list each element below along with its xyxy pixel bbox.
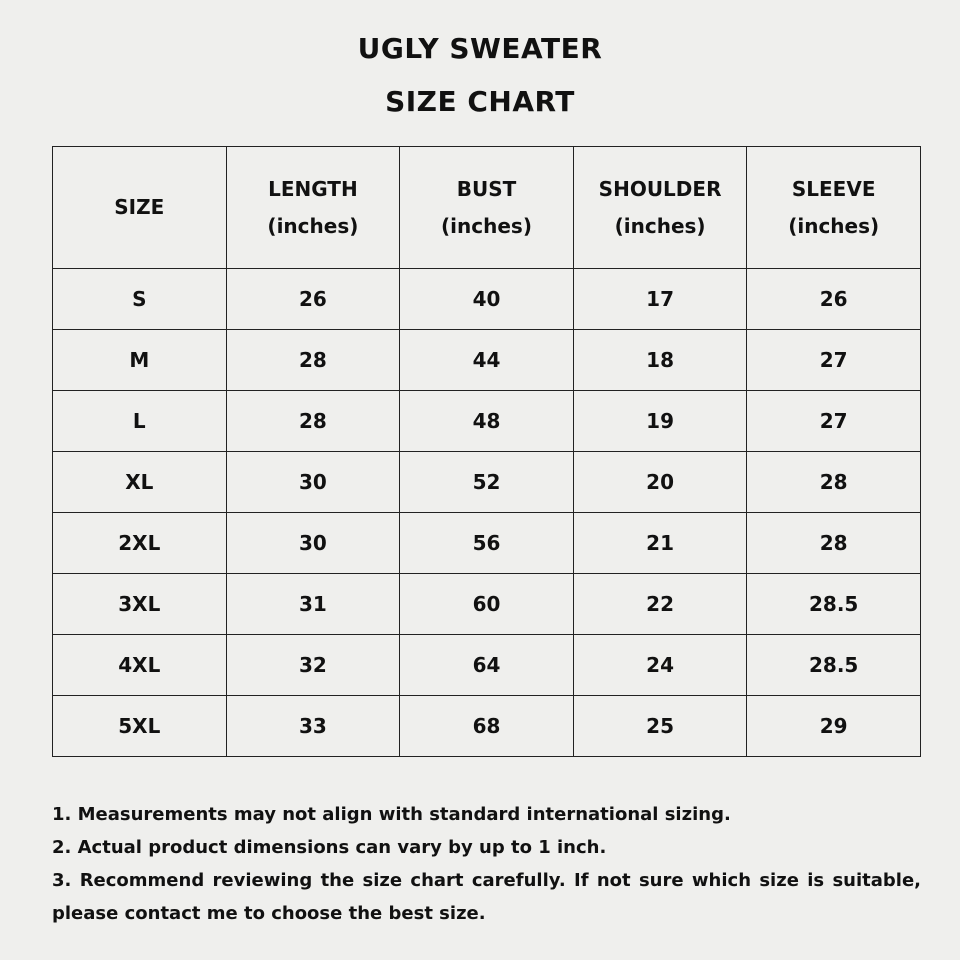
measurement-cell: 27 [746, 390, 921, 452]
measurement-cell: 28 [225, 329, 401, 391]
size-cell: XL [52, 451, 227, 513]
measurement-cell: 22 [572, 573, 748, 635]
notes: 1. Measurements may not align with stand… [52, 798, 921, 930]
column-header: SHOULDER (inches) [572, 146, 748, 269]
measurement-cell: 32 [225, 634, 401, 696]
column-header: LENGTH (inches) [225, 146, 401, 269]
size-cell: 5XL [52, 695, 227, 757]
measurement-cell: 28 [746, 512, 921, 574]
table-row: 4XL 32 64 24 28.5 [52, 634, 921, 696]
size-cell: S [52, 268, 227, 330]
size-cell: 3XL [52, 573, 227, 635]
measurement-cell: 40 [399, 268, 574, 330]
column-header: SIZE [52, 146, 227, 269]
header-unit: (inches) [267, 213, 359, 238]
measurement-cell: 20 [572, 451, 748, 513]
measurement-cell: 68 [399, 695, 574, 757]
measurement-cell: 64 [399, 634, 574, 696]
measurement-cell: 25 [572, 695, 748, 757]
note-1: 1. Measurements may not align with stand… [52, 804, 731, 825]
measurement-cell: 60 [399, 573, 574, 635]
measurement-cell: 28 [746, 451, 921, 513]
measurement-cell: 26 [746, 268, 921, 330]
table-row: 3XL 31 60 22 28.5 [52, 573, 921, 635]
measurement-cell: 17 [572, 268, 748, 330]
table-row: 2XL 30 56 21 28 [52, 512, 921, 574]
note-3: 3. Recommend reviewing the size chart ca… [52, 870, 921, 924]
size-cell: 4XL [52, 634, 227, 696]
measurement-cell: 52 [399, 451, 574, 513]
measurement-cell: 28.5 [746, 634, 921, 696]
size-cell: L [52, 390, 227, 452]
measurement-cell: 18 [572, 329, 748, 391]
measurement-cell: 31 [225, 573, 401, 635]
table-row: L 28 48 19 27 [52, 390, 921, 452]
table-row: 5XL 33 68 25 29 [52, 695, 921, 757]
measurement-cell: 26 [225, 268, 401, 330]
header-label: SHOULDER [598, 176, 722, 201]
header-label: BUST [456, 176, 517, 201]
measurement-cell: 44 [399, 329, 574, 391]
header-unit: (inches) [441, 213, 532, 238]
size-table: SIZE LENGTH (inches) BUST (inches) SHOULDER (i… [52, 146, 921, 757]
measurement-cell: 21 [572, 512, 748, 574]
measurement-cell: 28 [225, 390, 401, 452]
measurement-cell: 30 [225, 512, 401, 574]
header-label: SIZE [114, 195, 165, 219]
measurement-cell: 33 [225, 695, 401, 757]
measurement-cell: 27 [746, 329, 921, 391]
chart-title-line1: UGLY SWEATER [357, 32, 603, 65]
header-label: SLEEVE [791, 176, 876, 201]
table-row: XL 30 52 20 28 [52, 451, 921, 513]
measurement-cell: 30 [225, 451, 401, 513]
measurement-cell: 48 [399, 390, 574, 452]
table-row: M 28 44 18 27 [52, 329, 921, 391]
size-cell: M [52, 329, 227, 391]
chart-title-line2: SIZE CHART [385, 85, 575, 118]
table-row: S 26 40 17 26 [52, 268, 921, 330]
measurement-cell: 56 [399, 512, 574, 574]
note-2: 2. Actual product dimensions can vary by… [52, 837, 607, 858]
column-header: SLEEVE (inches) [746, 146, 921, 269]
measurement-cell: 29 [746, 695, 921, 757]
header-label: LENGTH [268, 176, 358, 201]
measurement-cell: 28.5 [746, 573, 921, 635]
size-cell: 2XL [52, 512, 227, 574]
header-unit: (inches) [614, 213, 706, 238]
measurement-cell: 24 [572, 634, 748, 696]
header-unit: (inches) [788, 213, 880, 238]
header-row: SIZE LENGTH (inches) BUST (inches) SHOULDER (i… [52, 146, 921, 269]
column-header: BUST (inches) [399, 146, 574, 269]
measurement-cell: 19 [572, 390, 748, 452]
